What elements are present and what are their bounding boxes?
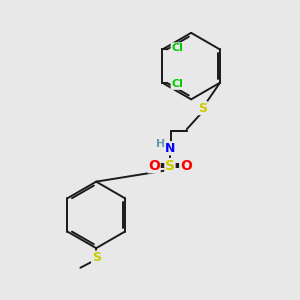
Text: S: S [92,251,101,264]
Text: S: S [165,159,175,173]
Text: O: O [180,159,192,173]
Text: Cl: Cl [171,43,183,53]
Text: N: N [165,142,175,155]
Text: O: O [148,159,160,173]
Text: Cl: Cl [171,79,183,89]
Text: S: S [198,101,207,115]
Text: H: H [156,140,165,149]
